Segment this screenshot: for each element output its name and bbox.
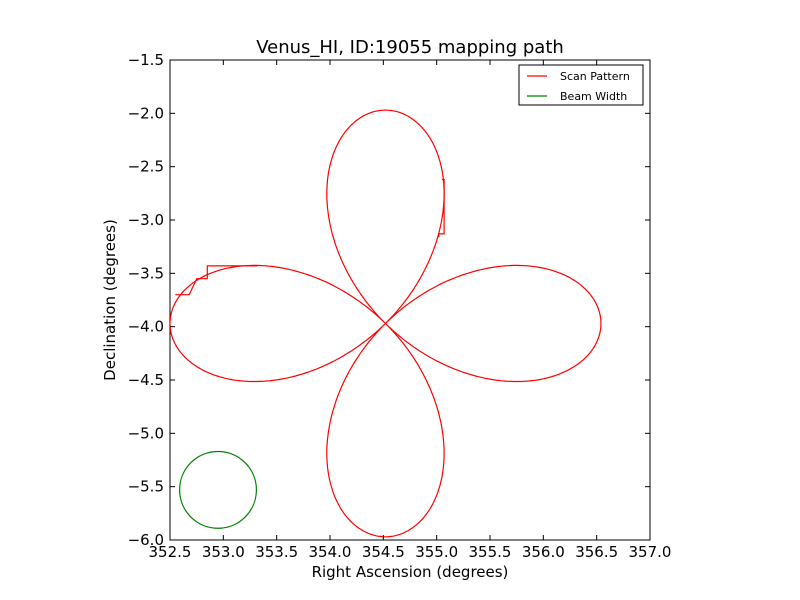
- x-tick-label: 353.5: [255, 543, 298, 561]
- scan-pattern-step: [438, 178, 445, 238]
- y-tick-label: −5.5: [128, 478, 164, 496]
- chart-title: Venus_HI, ID:19055 mapping path: [256, 37, 564, 58]
- x-tick-label: 352.5: [149, 543, 192, 561]
- x-tick-label: 356.0: [522, 543, 565, 561]
- x-tick-label: 353.0: [202, 543, 245, 561]
- y-tick-label: −2.0: [128, 104, 164, 122]
- x-tick-label: 354.5: [362, 543, 405, 561]
- y-tick-label: −4.0: [128, 318, 164, 336]
- x-tick-label: 355.5: [469, 543, 512, 561]
- x-tick-label: 356.5: [575, 543, 618, 561]
- legend: Scan Pattern Beam Width: [518, 64, 644, 106]
- legend-box: [518, 64, 644, 106]
- x-tick-label: 355.0: [415, 543, 458, 561]
- y-axis-label: Declination (degrees): [101, 219, 119, 381]
- x-tick-label: 354.0: [309, 543, 352, 561]
- y-tick-label: −5.0: [128, 424, 164, 442]
- axes-frame: [169, 59, 651, 541]
- axis-ticks: 352.5 353.0 353.5 354.0 354.5 355.0 355.5 356.0…: [128, 51, 672, 561]
- scan-pattern-step: [175, 265, 258, 296]
- y-tick-label: −2.5: [128, 158, 164, 176]
- beam-width-circle: [179, 450, 258, 529]
- x-axis-label: Right Ascension (degrees): [312, 563, 509, 581]
- x-tick-label: 357.0: [629, 543, 672, 561]
- y-tick-label: −3.0: [128, 211, 164, 229]
- y-tick-label: −6.0: [128, 531, 164, 549]
- y-tick-label: −1.5: [128, 51, 164, 69]
- y-tick-label: −3.5: [128, 264, 164, 282]
- legend-label-beam-width: Beam Width: [560, 90, 627, 103]
- scan-pattern-line: [170, 109, 602, 538]
- plot-area: [169, 59, 651, 541]
- y-tick-label: −4.5: [128, 371, 164, 389]
- legend-label-scan-pattern: Scan Pattern: [560, 70, 630, 83]
